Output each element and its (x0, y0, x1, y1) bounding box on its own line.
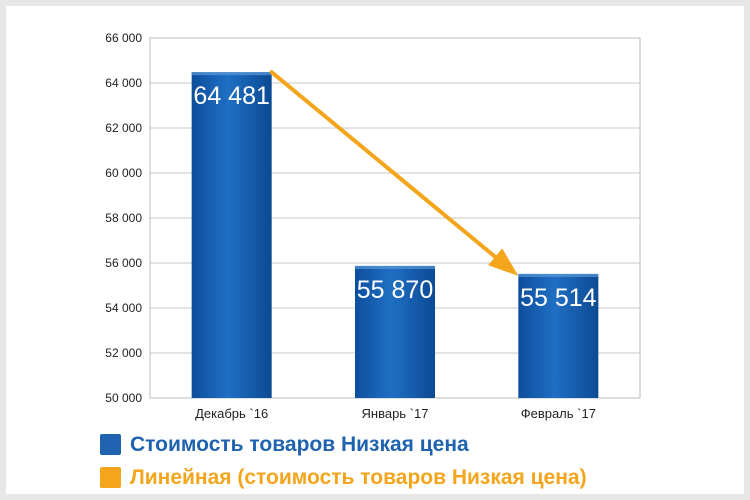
category-label: Февраль `17 (521, 406, 596, 421)
y-tick-label: 56 000 (105, 256, 142, 270)
y-tick-label: 58 000 (105, 211, 142, 225)
category-label: Декабрь `16 (195, 406, 268, 421)
category-label: Январь `17 (362, 406, 429, 421)
y-tick-label: 52 000 (105, 346, 142, 360)
y-tick-label: 50 000 (105, 391, 142, 405)
bar (355, 265, 435, 398)
data-label: 55 870 (357, 276, 433, 304)
bar (518, 273, 599, 398)
legend-swatch-series-icon (100, 434, 121, 455)
y-tick-label: 62 000 (105, 121, 142, 135)
bar-top-highlight (191, 72, 272, 76)
trendline (269, 70, 498, 259)
y-tick-label: 54 000 (105, 301, 142, 315)
legend-label-trendline: Линейная (стоимость товаров Низкая цена) (130, 465, 587, 489)
data-label: 64 481 (193, 82, 269, 110)
bar-top-highlight (355, 265, 435, 269)
y-tick-label: 66 000 (105, 31, 142, 45)
bar-top-highlight (518, 273, 599, 277)
trendline-arrowhead-icon (488, 248, 519, 276)
y-tick-label: 64 000 (105, 76, 142, 90)
legend: Стоимость товаров Низкая цена Линейная (… (100, 428, 587, 494)
data-label: 55 514 (520, 284, 597, 312)
legend-item-series: Стоимость товаров Низкая цена (100, 428, 587, 461)
legend-label-series: Стоимость товаров Низкая цена (130, 432, 469, 456)
legend-swatch-trendline-icon (100, 467, 121, 488)
y-tick-label: 60 000 (105, 166, 142, 180)
legend-item-trendline: Линейная (стоимость товаров Низкая цена) (100, 461, 587, 494)
bar (191, 72, 272, 399)
